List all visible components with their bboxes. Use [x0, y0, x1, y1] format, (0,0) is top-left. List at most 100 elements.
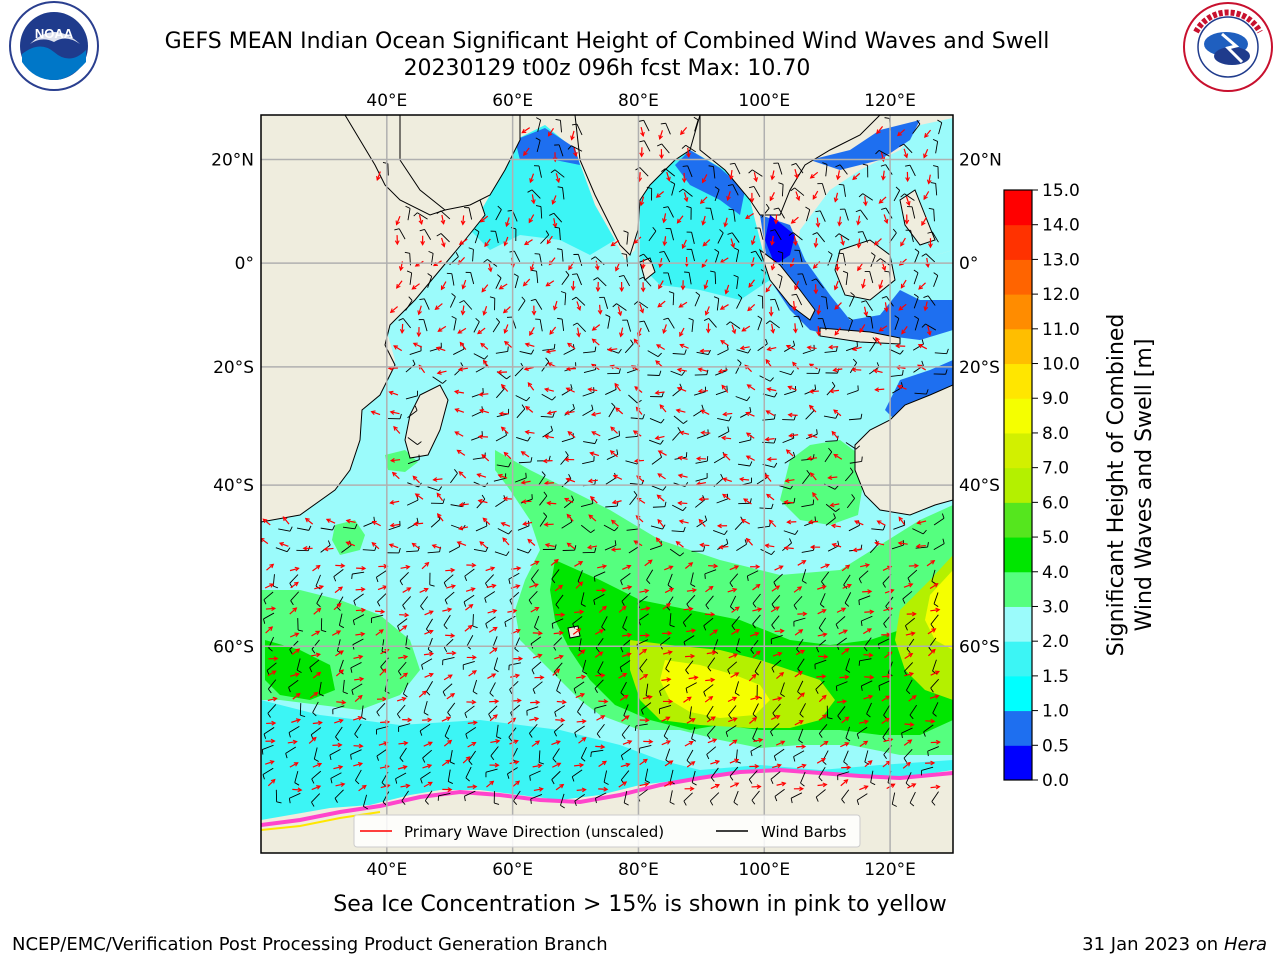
wind-barb [624, 343, 634, 354]
wave-direction-arrow [728, 717, 737, 723]
wind-barb [728, 705, 737, 716]
wind-barb [848, 418, 861, 421]
wind-barb-flag [352, 644, 355, 650]
wind-barb [430, 518, 441, 528]
wind-barb [423, 298, 430, 310]
wind-barb-flag [352, 620, 355, 626]
wave-direction-arrow [292, 693, 301, 700]
wind-barb-flag [543, 512, 548, 517]
wave-direction-arrow [414, 522, 424, 525]
wave-direction-arrowhead [883, 307, 889, 313]
wind-barb-flag [623, 230, 629, 234]
wave-direction-arrow [576, 301, 581, 311]
wave-direction-arrowhead [411, 542, 417, 548]
wind-barb [869, 543, 879, 554]
wind-barb [735, 396, 748, 402]
wave-direction-arrowhead [806, 456, 812, 461]
wind-barb-flag [851, 494, 855, 499]
wave-direction-arrow [443, 739, 452, 747]
wave-direction-arrowhead [829, 502, 835, 508]
wave-direction-arrow [505, 217, 510, 227]
wave-direction-arrowhead [376, 175, 381, 182]
wave-direction-arrowhead [610, 519, 616, 525]
wave-direction-arrowhead [869, 674, 875, 680]
wave-direction-arrowhead [697, 367, 703, 373]
wind-barb [706, 705, 714, 717]
wave-direction-arrowhead [921, 221, 926, 227]
wind-barb-flag [639, 140, 645, 143]
footer-host: Hera [1224, 934, 1267, 955]
wave-direction-arrow [684, 655, 695, 658]
wind-barb-flag [489, 692, 494, 697]
wind-barb [885, 207, 893, 219]
wave-direction-arrowhead [678, 519, 684, 524]
wave-direction-arrowhead [923, 195, 928, 201]
wave-direction-arrowhead [730, 243, 736, 249]
wind-barb-flag [793, 497, 796, 503]
wave-direction-arrow [664, 781, 673, 787]
wind-barb-flag [463, 601, 467, 607]
wind-barb [846, 389, 859, 395]
wind-barb [837, 706, 846, 717]
wave-direction-arrowhead [401, 696, 407, 702]
wind-barb-flag [892, 803, 897, 807]
wave-direction-arrow [881, 695, 890, 702]
wave-direction-arrow [326, 518, 336, 524]
wind-barb-flag [571, 495, 574, 501]
wind-barb-flag [737, 294, 743, 299]
wind-barb-flag [902, 598, 906, 604]
wave-green-small-1 [332, 520, 365, 555]
wind-barb [639, 658, 648, 669]
wind-barb-flag [296, 669, 302, 673]
wind-barb-flag [376, 755, 379, 761]
wind-barb [759, 227, 764, 240]
wind-barb [649, 545, 662, 551]
wind-barb [637, 595, 648, 604]
wave-direction-arrowhead [476, 473, 482, 478]
wave-direction-arrow [661, 716, 670, 722]
wave-direction-arrow [678, 474, 688, 478]
wind-barb [388, 525, 401, 531]
wind-barb [530, 569, 539, 580]
wave-direction-arrowhead [907, 739, 913, 744]
wind-barb [309, 659, 320, 668]
wind-barb-flag [521, 404, 526, 410]
wave-direction-arrowhead [456, 449, 462, 455]
wind-barb-flag [903, 757, 908, 763]
wind-barb [422, 749, 433, 759]
wave-direction-arrow [567, 342, 576, 350]
wave-direction-arrow [678, 456, 688, 460]
wave-direction-arrowhead [318, 584, 325, 590]
wind-barb-flag [765, 203, 770, 209]
wave-direction-arrow [676, 541, 684, 548]
wave-direction-arrowhead [662, 328, 667, 335]
wind-barb [930, 614, 939, 625]
wind-barb [407, 208, 411, 221]
wind-barb [476, 498, 486, 509]
wind-barb [381, 639, 385, 652]
wind-barb-flag [729, 582, 734, 588]
wave-direction-arrowhead [272, 696, 278, 702]
wave-direction-arrowhead [624, 715, 630, 720]
wave-direction-arrowhead [479, 541, 485, 546]
wave-direction-arrowhead [591, 431, 597, 436]
wind-barb [405, 363, 416, 373]
wind-barb-flag [573, 688, 577, 694]
wave-direction-arrow [765, 438, 775, 441]
wind-barb-flag [536, 117, 541, 121]
wave-direction-arrow [598, 606, 607, 613]
wind-barb [514, 477, 527, 483]
ocean-blue-coast-6 [810, 120, 920, 170]
wind-barb [583, 441, 596, 445]
wave-direction-arrowhead [417, 310, 422, 316]
wind-barb-flag [321, 629, 327, 633]
wave-direction-arrow [262, 518, 271, 526]
wind-barb [471, 410, 483, 417]
wave-direction-arrow [523, 147, 530, 156]
wave-direction-arrow [720, 304, 729, 310]
wind-barb-flag [288, 798, 291, 804]
wave-direction-arrowhead [478, 391, 484, 397]
wind-barb-flag [509, 689, 513, 695]
wave-direction-arrow [390, 500, 400, 504]
wave-direction-arrow [863, 695, 873, 700]
